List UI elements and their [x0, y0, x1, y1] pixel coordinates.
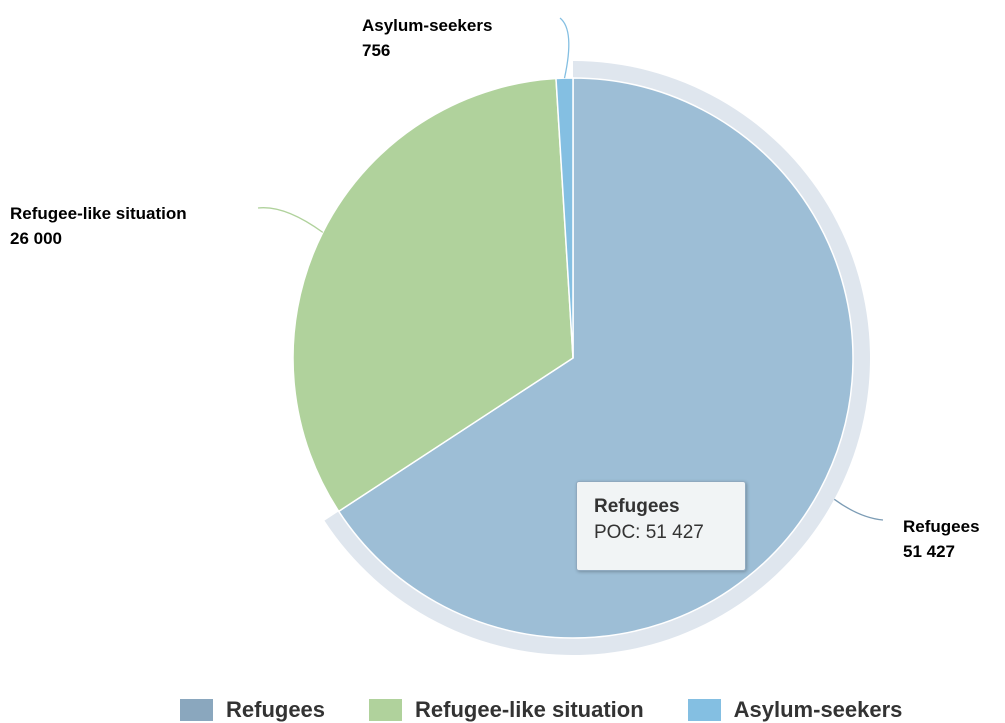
legend-label-refugee-like-situation: Refugee-like situation	[415, 697, 644, 722]
connector-asylum-seekers	[559, 17, 570, 79]
legend-label-asylum-seekers: Asylum-seekers	[733, 697, 903, 722]
data-label-value-refugees: 51 427	[903, 542, 955, 561]
data-label-name-asylum-seekers: Asylum-seekers	[362, 16, 492, 35]
legend-swatch-refugees	[180, 699, 213, 721]
connector-refugee-like-situation	[257, 207, 324, 233]
data-label-value-refugee-like-situation: 26 000	[10, 229, 62, 248]
data-label-name-refugee-like-situation: Refugee-like situation	[10, 204, 187, 223]
legend-swatch-refugee-like-situation	[369, 699, 403, 721]
tooltip-value: POC: 51 427	[594, 522, 704, 543]
legend: Refugees Refugee-like situation Asylum-s…	[180, 697, 946, 723]
pie-slice-asylum-seekers[interactable]	[555, 77, 574, 359]
legend-item-refugees[interactable]: Refugees	[180, 697, 325, 723]
legend-item-refugee-like-situation[interactable]: Refugee-like situation	[369, 697, 644, 723]
tooltip: Refugees POC: 51 427	[576, 481, 746, 571]
legend-label-refugees: Refugees	[226, 697, 326, 722]
data-label-name-refugees: Refugees	[903, 517, 980, 536]
tooltip-title: Refugees	[594, 496, 680, 517]
legend-swatch-asylum-seekers	[687, 699, 721, 721]
legend-item-asylum-seekers[interactable]: Asylum-seekers	[687, 697, 903, 723]
connector-refugees	[833, 498, 884, 521]
data-label-value-asylum-seekers: 756	[362, 41, 390, 60]
